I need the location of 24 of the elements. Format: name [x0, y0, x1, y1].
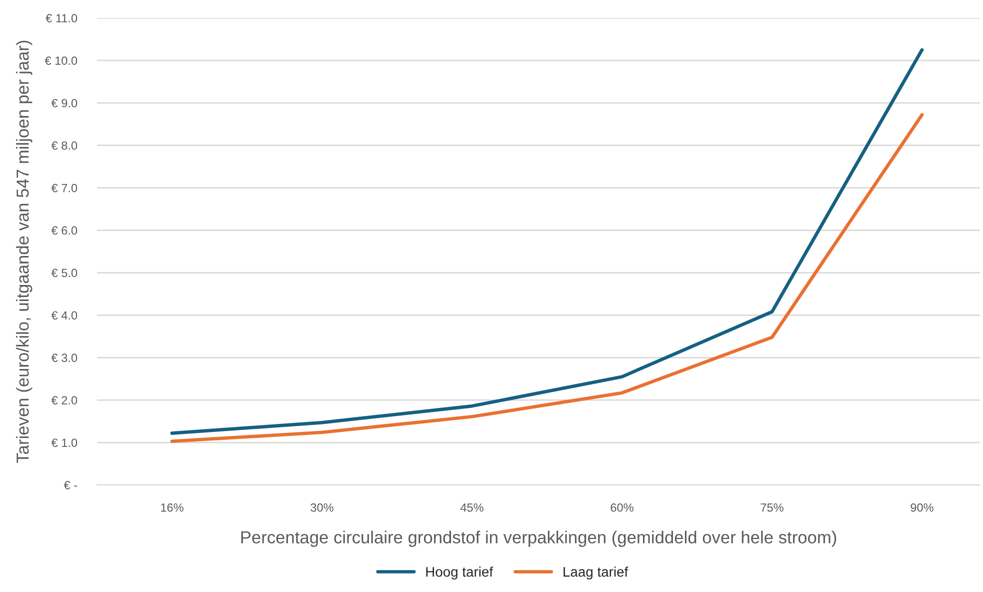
y-tick-label: € 1.0	[51, 438, 78, 447]
y-tick-label: € 4.0	[51, 311, 78, 320]
x-tick-label: 16%	[161, 503, 184, 512]
line-series	[170, 113, 924, 443]
x-tick-label: 45%	[460, 503, 484, 512]
y-tick-label: € 9.0	[51, 98, 78, 108]
y-tick-label: € 8.0	[51, 141, 78, 150]
x-tick-label: 30%	[310, 503, 334, 512]
legend-label: Laag tarief	[564, 566, 628, 580]
y-tick-label: € 11.0	[46, 14, 78, 22]
x-axis-title: Percentage circulaire grondstof in verpakkingen (gemiddeld over hele stroom)	[241, 530, 836, 547]
y-tick-label: € 2.0	[51, 396, 78, 404]
y-tick-label: € 5.0	[51, 268, 78, 278]
y-tick-label: € 6.0	[51, 226, 78, 235]
y-tick-label: € 3.0	[51, 354, 78, 362]
y-tick-label: € -	[64, 481, 78, 490]
y-tick-label: € 10.0	[44, 56, 78, 65]
x-tick-label: 75%	[760, 503, 784, 512]
x-tick-label: 90%	[910, 503, 934, 512]
x-tick-label: 60%	[610, 503, 634, 512]
y-tick-label: € 7.0	[51, 184, 78, 192]
legend-label: Hoog tarief	[426, 566, 494, 580]
y-axis-title: Tarieven (euro/kilo, uitgaande van 547 miljoen per jaar)	[16, 40, 32, 463]
line-series	[170, 48, 924, 435]
